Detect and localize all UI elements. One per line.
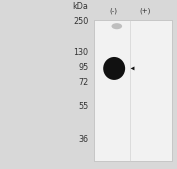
- Bar: [94, 20, 172, 161]
- Text: 55: 55: [78, 102, 88, 111]
- Text: (+): (+): [139, 8, 151, 14]
- Ellipse shape: [112, 23, 122, 29]
- Text: 36: 36: [79, 135, 88, 144]
- Text: 250: 250: [73, 17, 88, 27]
- Text: (-): (-): [110, 8, 118, 14]
- Text: kDa: kDa: [73, 2, 88, 11]
- Text: 72: 72: [78, 78, 88, 87]
- Ellipse shape: [103, 57, 125, 80]
- Text: 130: 130: [73, 48, 88, 57]
- Text: 95: 95: [78, 63, 88, 72]
